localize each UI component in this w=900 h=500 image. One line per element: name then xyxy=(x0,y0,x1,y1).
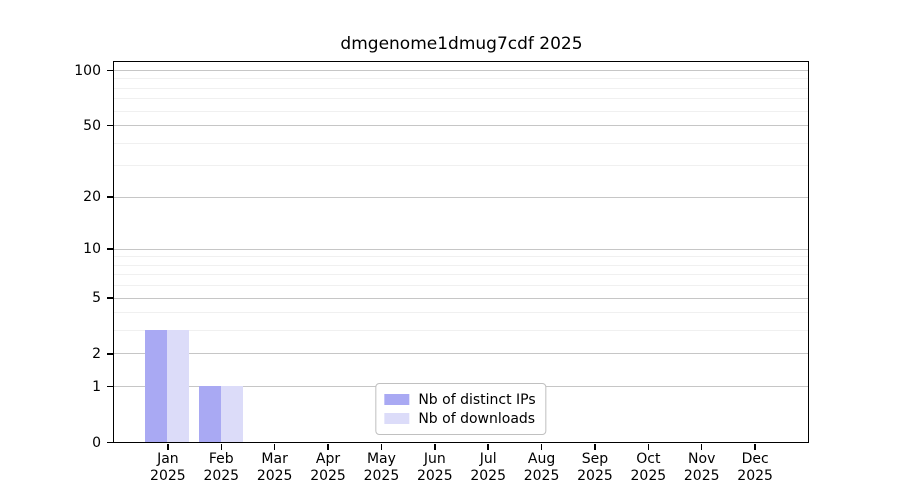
bar-downloads-jan xyxy=(167,330,190,442)
gridline-major-2 xyxy=(114,353,808,355)
legend-label-distinct-ips: Nb of distinct IPs xyxy=(418,391,536,408)
gridline-minor-30 xyxy=(114,165,808,167)
gridline-minor-7 xyxy=(114,274,808,276)
y-tick-label-50: 50 xyxy=(83,117,101,134)
gridline-minor-40 xyxy=(114,142,808,144)
x-tick-label-sep: Sep 2025 xyxy=(577,451,613,484)
gridline-major-20 xyxy=(114,196,808,198)
x-tick-may xyxy=(380,444,383,450)
gridline-major-50 xyxy=(114,125,808,127)
bar-distinct-ips-feb xyxy=(198,386,221,442)
y-tick-label-20: 20 xyxy=(83,189,101,206)
legend: Nb of distinct IPs Nb of downloads xyxy=(375,383,547,435)
x-tick-label-nov: Nov 2025 xyxy=(683,451,720,484)
y-tick-label-2: 2 xyxy=(92,345,101,362)
x-tick-sep xyxy=(594,444,596,450)
legend-swatch-distinct-ips xyxy=(384,394,410,405)
chart-title: dmgenome1dmug7cdf 2025 xyxy=(340,34,583,54)
x-tick-mar xyxy=(273,444,276,450)
y-tick-2 xyxy=(107,353,113,355)
x-tick-feb xyxy=(220,444,223,450)
y-tick-20 xyxy=(107,196,113,198)
y-tick-0 xyxy=(107,441,113,444)
y-tick-10 xyxy=(107,248,113,250)
x-tick-aug xyxy=(540,444,543,450)
x-tick-label-dec: Dec 2025 xyxy=(737,451,773,484)
y-tick-100 xyxy=(107,69,113,72)
gridline-minor-4 xyxy=(114,312,808,314)
x-tick-label-mar: Mar 2025 xyxy=(256,451,293,484)
plot-area: Nb of distinct IPs Nb of downloads xyxy=(113,61,809,443)
x-tick-oct xyxy=(647,444,650,450)
legend-item-downloads: Nb of downloads xyxy=(384,409,535,428)
y-tick-label-100: 100 xyxy=(74,62,101,79)
gridline-major-10 xyxy=(114,248,808,250)
x-tick-label-aug: Aug 2025 xyxy=(523,451,560,484)
legend-swatch-downloads xyxy=(384,413,410,424)
y-tick-label-10: 10 xyxy=(83,241,101,258)
x-tick-dec xyxy=(754,444,756,450)
y-tick-1 xyxy=(107,385,113,388)
x-tick-label-may: May 2025 xyxy=(363,451,400,484)
gridline-minor-80 xyxy=(114,87,808,89)
legend-label-downloads: Nb of downloads xyxy=(418,410,536,427)
y-tick-5 xyxy=(107,297,113,299)
x-tick-apr xyxy=(327,444,329,450)
x-tick-label-jul: Jul 2025 xyxy=(470,451,506,484)
gridline-minor-9 xyxy=(114,256,808,258)
x-tick-label-jun: Jun 2025 xyxy=(416,451,453,484)
y-tick-label-5: 5 xyxy=(92,290,101,307)
x-tick-label-jan: Jan 2025 xyxy=(150,451,186,484)
x-tick-nov xyxy=(700,444,703,450)
gridline-minor-60 xyxy=(114,110,808,112)
gridline-minor-3 xyxy=(114,330,808,332)
gridline-minor-6 xyxy=(114,285,808,287)
gridline-major-5 xyxy=(114,297,808,299)
legend-item-distinct-ips: Nb of distinct IPs xyxy=(384,390,536,409)
gridline-minor-70 xyxy=(114,98,808,100)
x-tick-jul xyxy=(487,444,489,450)
x-tick-label-feb: Feb 2025 xyxy=(203,451,240,484)
gridline-minor-8 xyxy=(114,264,808,266)
x-tick-label-oct: Oct 2025 xyxy=(630,451,667,484)
x-tick-jan xyxy=(167,444,169,450)
bar-distinct-ips-jan xyxy=(145,330,168,442)
gridline-major-100 xyxy=(114,70,808,71)
bar-downloads-feb xyxy=(220,386,243,442)
y-tick-label-0: 0 xyxy=(92,434,101,451)
x-tick-jun xyxy=(434,444,436,450)
y-tick-50 xyxy=(107,124,113,127)
y-tick-label-1: 1 xyxy=(92,378,101,395)
gridline-minor-90 xyxy=(114,78,808,80)
x-tick-label-apr: Apr 2025 xyxy=(310,451,346,484)
